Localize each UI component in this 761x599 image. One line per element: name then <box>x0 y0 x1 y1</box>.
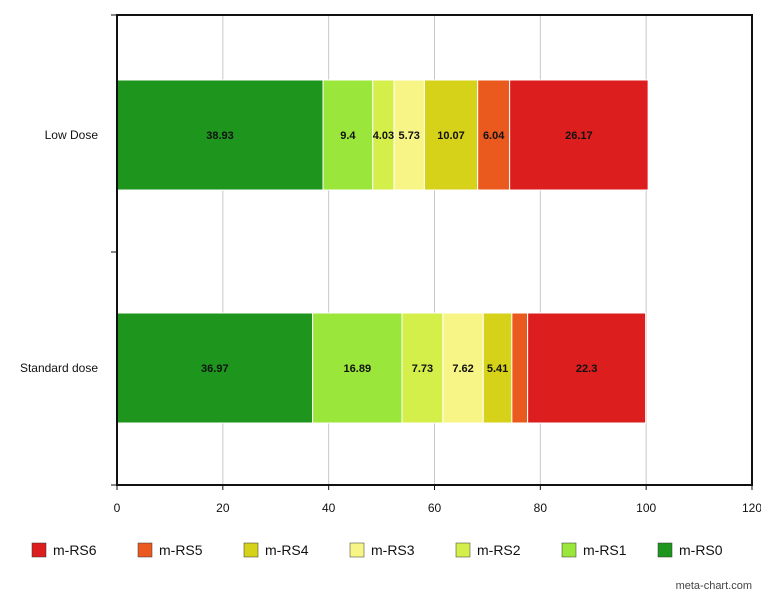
legend-label-m-rs6: m-RS6 <box>53 542 97 558</box>
legend-label-m-rs5: m-RS5 <box>159 542 203 558</box>
bar-m-rs1-standard-dose <box>312 312 403 424</box>
bar-m-rs1-low-dose <box>322 79 374 191</box>
data-label: 4.03 <box>373 130 394 142</box>
data-label: 38.93 <box>206 130 234 142</box>
bar-m-rs6-low-dose <box>509 79 649 191</box>
data-label: 7.73 <box>412 363 433 375</box>
legend-swatch-m-rs1 <box>561 542 577 558</box>
legend-swatch-m-rs2 <box>455 542 471 558</box>
bar-m-rs5-standard-dose <box>511 312 529 424</box>
legend-swatch-m-rs5 <box>137 542 153 558</box>
data-label: 10.07 <box>437 130 465 142</box>
legend: m-RS6 m-RS5 m-RS4 m-RS3 m-RS2 m-RS1 m-RS0 <box>31 542 723 558</box>
legend-swatch-m-rs4 <box>243 542 259 558</box>
data-label: 7.62 <box>452 363 473 375</box>
x-tick-label-0: 0 <box>114 501 121 515</box>
data-label: 9.4 <box>340 130 356 142</box>
data-label: 5.73 <box>399 130 420 142</box>
x-tick-label-40: 40 <box>322 501 336 515</box>
data-label: 22.3 <box>576 363 597 375</box>
legend-label-m-rs3: m-RS3 <box>371 542 415 558</box>
data-label: 36.97 <box>201 363 229 375</box>
legend-swatch-m-rs6 <box>31 542 47 558</box>
data-label: 16.89 <box>344 363 372 375</box>
x-tick-label-60: 60 <box>428 501 442 515</box>
bar-m-rs0-low-dose <box>116 79 324 191</box>
data-label: 6.04 <box>483 130 505 142</box>
chart-credit: meta-chart.com <box>676 580 752 592</box>
legend-label-m-rs4: m-RS4 <box>265 542 309 558</box>
legend-label-m-rs0: m-RS0 <box>679 542 723 558</box>
legend-swatch-m-rs3 <box>349 542 365 558</box>
x-tick-label-20: 20 <box>216 501 230 515</box>
bar-m-rs6-standard-dose <box>527 312 647 424</box>
bar-segments <box>116 79 649 424</box>
category-label: Low Dose <box>45 128 99 142</box>
data-labels: 38.93 9.4 4.03 5.73 10.07 6.04 26.17 36.97 16.89… <box>201 130 597 375</box>
data-label: 26.17 <box>565 130 593 142</box>
bar-m-rs2-standard-dose <box>401 312 444 424</box>
x-tick-label-100: 100 <box>636 501 656 515</box>
legend-label-m-rs1: m-RS1 <box>583 542 627 558</box>
bar-m-rs0-standard-dose <box>116 312 314 424</box>
x-tick-label-80: 80 <box>534 501 548 515</box>
category-label: Standard dose <box>20 361 98 375</box>
legend-swatch-m-rs0 <box>657 542 673 558</box>
axes: 0 20 40 60 80 100 120 Low Dose Standard dose <box>20 14 761 515</box>
legend-label-m-rs2: m-RS2 <box>477 542 521 558</box>
bar-m-rs4-standard-dose <box>482 312 513 424</box>
data-label: 5.41 <box>487 363 508 375</box>
x-tick-label-120: 120 <box>742 501 761 515</box>
